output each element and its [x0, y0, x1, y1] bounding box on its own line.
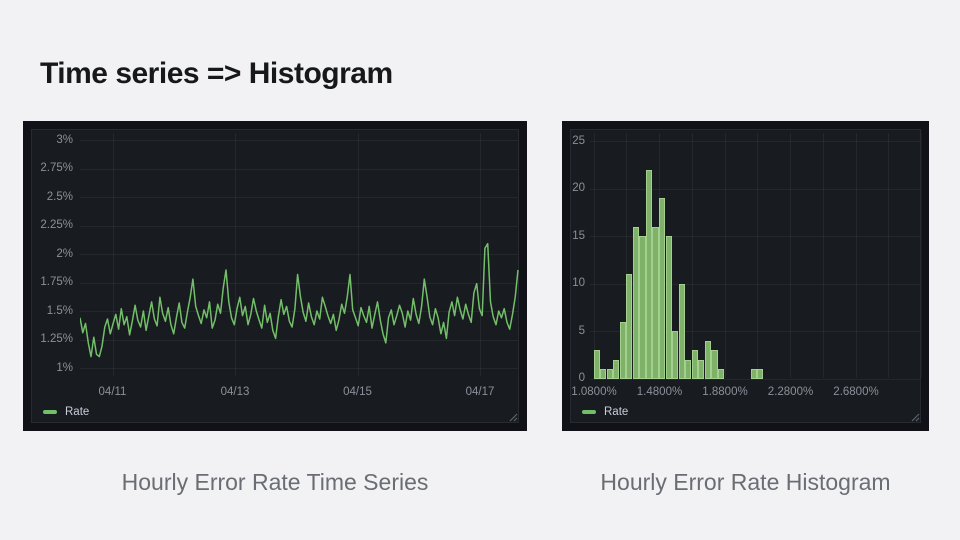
gridline	[593, 133, 595, 378]
histogram-bar	[652, 226, 659, 379]
histogram-bar	[665, 236, 672, 379]
caption-timeseries: Hourly Error Rate Time Series	[121, 469, 429, 495]
y-axis-tick-label: 2.5%	[46, 190, 73, 203]
histogram-bar	[613, 359, 620, 379]
x-axis-tick-label: 2.2800%	[767, 386, 814, 398]
y-axis-tick-label: 1.75%	[40, 276, 73, 288]
histogram-bar	[645, 169, 653, 379]
histogram-bar	[632, 226, 639, 379]
y-axis-tick-label: 20	[572, 182, 585, 194]
gridline	[480, 133, 481, 376]
x-axis-tick-label: 1.0800%	[571, 386, 617, 398]
gridline	[80, 225, 518, 227]
gridline	[590, 378, 920, 380]
y-axis-tick-label: 1.25%	[40, 333, 73, 345]
histogram-bar	[711, 350, 718, 379]
gridline	[822, 133, 824, 378]
gridline	[855, 133, 857, 378]
timeseries-legend-item[interactable]: Rate	[43, 405, 89, 419]
y-axis-tick-label: 2.25%	[40, 219, 73, 231]
y-axis-tick-label: 25	[572, 134, 585, 147]
histogram-plot-area: 25 20 15 10 5 0 1.0800% 1.4800% 1.8800% 2.2800% 2.…	[562, 121, 929, 431]
gridline	[80, 339, 518, 341]
histogram-bar	[600, 369, 607, 379]
gridline	[590, 188, 920, 190]
histogram-legend-item[interactable]: Rate	[582, 405, 628, 419]
timeseries-panel-frame	[31, 129, 519, 423]
y-axis-tick-label: 0	[578, 372, 585, 384]
histogram-bar	[698, 359, 705, 379]
histogram-bar	[593, 350, 600, 379]
histogram-bar	[639, 236, 646, 379]
histogram-bar	[691, 350, 698, 379]
y-axis-tick-label: 10	[572, 277, 585, 289]
gridline	[80, 311, 518, 312]
y-axis-tick-label: 3%	[56, 133, 73, 146]
x-axis-tick-label: 2.6800%	[833, 386, 879, 398]
rate-series-polyline	[80, 242, 519, 358]
slide-title: Time series => Histogram	[40, 57, 393, 90]
gridline	[590, 283, 920, 285]
histogram-bar	[750, 369, 757, 379]
rate-series-line	[80, 242, 519, 358]
y-axis-tick-label: 1.5%	[46, 304, 73, 317]
timeseries-panel: 3% 2.75% 2.5% 2.25% 2% 1.75% 1.5% 1.25% 1% 04/11 0…	[23, 121, 527, 431]
y-axis-tick-label: 15	[572, 229, 585, 242]
x-axis-tick-label: 04/13	[220, 386, 250, 398]
gridline	[80, 254, 518, 255]
gridline	[357, 133, 359, 376]
y-axis-tick-label: 2%	[56, 247, 73, 260]
gridline	[691, 133, 693, 378]
gridline	[80, 168, 518, 170]
histogram-bar	[757, 369, 764, 379]
histogram-bar	[704, 340, 712, 379]
x-axis-tick-label: 1.8800%	[702, 386, 748, 398]
histogram-bar	[685, 359, 692, 379]
y-axis-tick-label: 1%	[56, 361, 73, 374]
gridline	[921, 133, 922, 378]
series-color-swatch-icon	[582, 410, 596, 414]
gridline	[112, 133, 114, 376]
series-color-swatch-icon	[43, 410, 57, 414]
gridline	[790, 133, 791, 378]
histogram-bar	[619, 321, 626, 379]
histogram-bar	[672, 331, 679, 379]
timeseries-plot-area: 3% 2.75% 2.5% 2.25% 2% 1.75% 1.5% 1.25% 1% 04/11 0…	[23, 121, 527, 431]
histogram-bar	[659, 198, 666, 379]
gridline	[724, 133, 726, 378]
gridline	[235, 133, 236, 376]
x-axis-tick-label: 04/17	[465, 386, 495, 398]
x-axis-tick-label: 1.4800%	[636, 386, 683, 398]
gridline	[626, 133, 628, 378]
histogram-bar	[606, 369, 613, 379]
gridline	[888, 133, 890, 378]
histogram-bar	[717, 369, 725, 379]
gridline	[590, 331, 920, 332]
gridline	[80, 140, 518, 141]
histogram-bar	[678, 283, 685, 379]
gridline	[80, 197, 518, 198]
histogram-bar	[626, 274, 633, 379]
histogram-panel: 25 20 15 10 5 0 1.0800% 1.4800% 1.8800% 2.2800% 2.…	[562, 121, 929, 431]
timeseries-legend-label: Rate	[65, 406, 90, 418]
gridline	[757, 133, 759, 378]
resize-handle-icon[interactable]	[909, 411, 920, 422]
gridline	[590, 141, 920, 142]
resize-handle-icon[interactable]	[507, 411, 518, 422]
x-axis-tick-label: 04/15	[343, 386, 372, 398]
gridline	[590, 236, 920, 237]
y-axis-tick-label: 5	[578, 324, 585, 337]
y-axis-tick-label: 2.75%	[40, 162, 73, 174]
caption-histogram: Hourly Error Rate Histogram	[600, 469, 891, 495]
histogram-legend-label: Rate	[604, 406, 629, 418]
gridline	[80, 368, 518, 369]
x-axis-tick-label: 04/11	[98, 386, 127, 398]
